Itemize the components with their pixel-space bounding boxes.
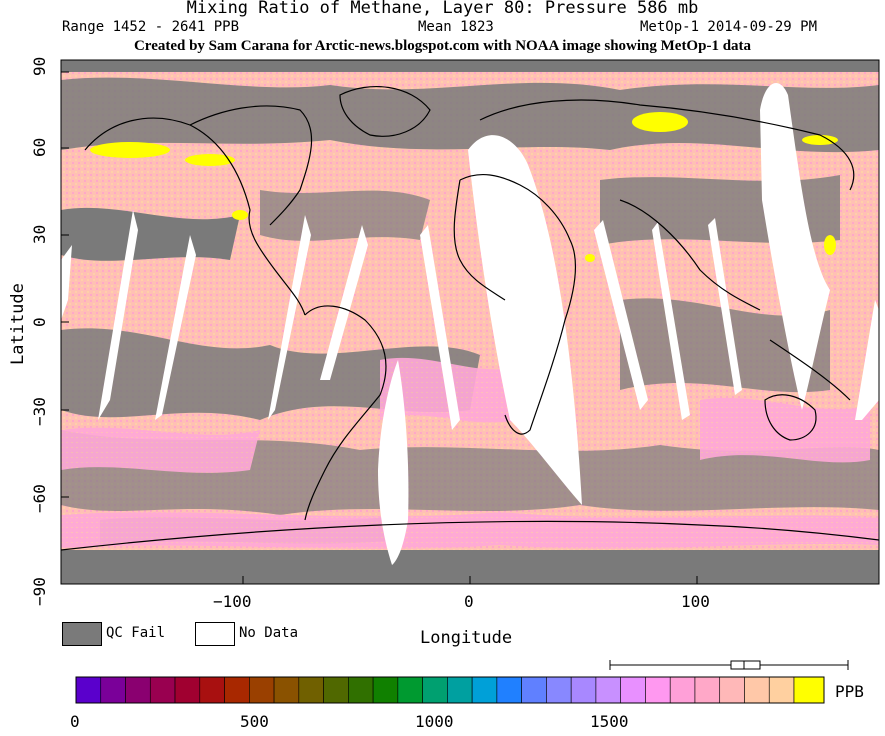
x-tick-label: 0	[464, 592, 474, 611]
x-axis-label: Longitude	[420, 628, 513, 648]
y-axis-label: Latitude	[8, 283, 28, 365]
colorbar-segment	[224, 676, 250, 704]
colorbar-segment	[546, 676, 572, 704]
colorbar-segment	[521, 676, 547, 704]
yellow-high-spots	[90, 112, 838, 262]
y-tick-label: 0	[30, 317, 49, 327]
map-title: Mixing Ratio of Methane, Layer 80: Press…	[186, 0, 699, 18]
colorbar-segment	[174, 676, 201, 704]
colorbar	[75, 676, 825, 704]
colorbar-segment	[447, 676, 473, 704]
axis-ticks	[61, 71, 698, 584]
qc-fail-label: QC Fail	[106, 625, 166, 641]
colorbar-segment	[75, 676, 102, 704]
colorbar-tick-label: 1500	[590, 712, 629, 731]
y-tick-label: 60	[30, 137, 49, 157]
colorbar-tick-label: 500	[240, 712, 269, 731]
no-data-swatch	[195, 622, 235, 646]
mean-text: Mean 1823	[418, 19, 494, 35]
colorbar-segment	[125, 676, 151, 704]
range-text: Range 1452 - 2641 PPB	[62, 19, 240, 35]
colorbar-segment	[719, 676, 745, 704]
colorbar-segment	[348, 676, 374, 704]
colorbar-segment	[595, 676, 621, 704]
y-tick-label: −90	[30, 577, 49, 606]
colorbar-segment	[669, 676, 696, 704]
colorbar-unit: PPB	[835, 682, 864, 701]
high-methane-pink-regions	[61, 357, 879, 549]
coastlines	[61, 85, 879, 551]
colorbar-segment	[620, 676, 646, 704]
colorbar-segment	[570, 676, 597, 704]
y-tick-label: −60	[30, 484, 49, 513]
sensor-date-text: MetOp-1 2014-09-29 PM	[640, 19, 818, 35]
colorbar-segment	[100, 676, 126, 704]
colorbar-segment	[149, 676, 176, 704]
colorbar-segment	[249, 676, 275, 704]
colorbar-segment	[496, 676, 522, 704]
colorbar-segment	[471, 676, 498, 704]
x-tick-label: 100	[681, 592, 710, 611]
colorbar-segment	[199, 676, 225, 704]
y-tick-label: 30	[30, 224, 49, 244]
colorbar-segment	[422, 676, 448, 704]
colorbar-segment	[397, 676, 423, 704]
qc-fail-swatch	[62, 622, 102, 646]
colorbar-segment	[323, 676, 349, 704]
no-data-label: No Data	[239, 625, 299, 641]
colorbar-segment	[645, 676, 671, 704]
x-tick-label: −100	[213, 592, 252, 611]
colorbar-segment	[298, 676, 324, 704]
colorbar-segment	[273, 676, 300, 704]
colorbar-tick-label: 1000	[415, 712, 454, 731]
colorbar-segment	[793, 676, 825, 704]
colorbar-segment	[372, 676, 399, 704]
distribution-boxplot	[609, 660, 849, 670]
y-tick-label: 90	[30, 56, 49, 76]
colorbar-segment	[744, 676, 770, 704]
y-tick-label: −30	[30, 397, 49, 426]
colorbar-segment	[694, 676, 721, 704]
no-data-swaths	[61, 83, 879, 565]
colorbar-frame	[75, 676, 825, 704]
credit-line: Created by Sam Carana for Arctic-news.bl…	[133, 38, 752, 54]
colorbar-tick-label: 0	[70, 712, 80, 731]
colorbar-segment	[768, 676, 795, 704]
